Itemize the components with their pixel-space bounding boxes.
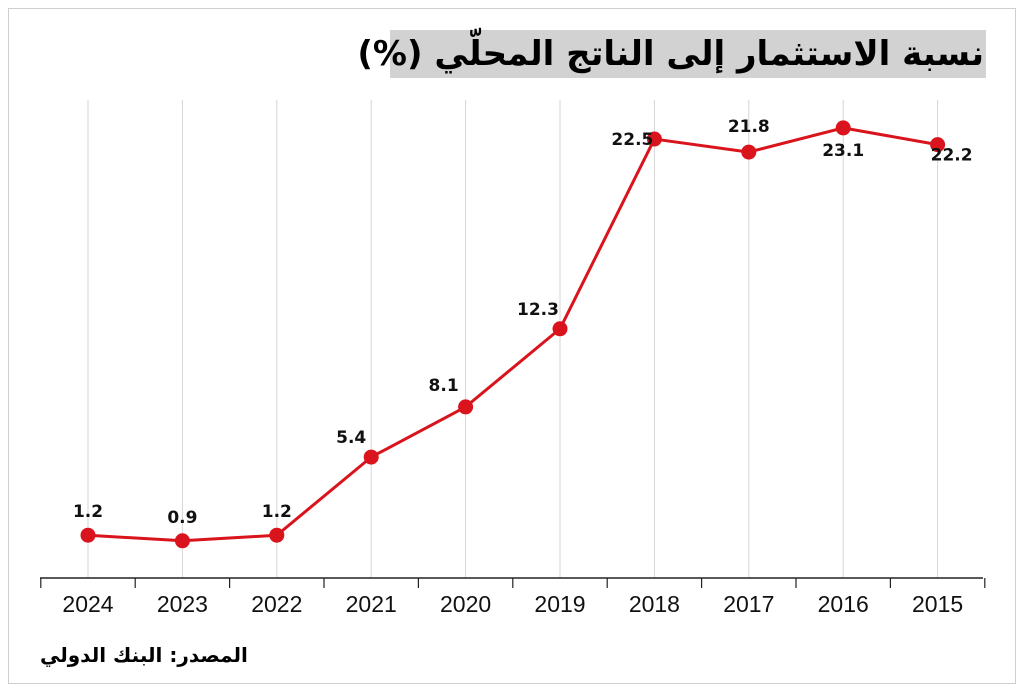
x-tick-label: 2022 bbox=[251, 591, 302, 617]
x-tick-label: 2023 bbox=[157, 591, 208, 617]
chart-title: نسبة الاستثمار إلى الناتج المحلّي (%) bbox=[357, 34, 984, 74]
data-label: 22.2 bbox=[931, 146, 973, 166]
source-note: المصدر: البنك الدولي bbox=[40, 643, 248, 667]
data-label: 8.1 bbox=[429, 376, 459, 396]
x-tick-label: 2024 bbox=[62, 591, 113, 617]
data-point bbox=[269, 527, 285, 543]
data-point bbox=[835, 120, 851, 136]
data-label: 23.1 bbox=[822, 141, 864, 161]
x-tick-label: 2019 bbox=[534, 591, 585, 617]
x-tick-label: 2020 bbox=[440, 591, 491, 617]
data-point bbox=[930, 137, 946, 153]
data-point bbox=[80, 527, 96, 543]
data-label: 1.2 bbox=[73, 502, 103, 522]
series-line bbox=[87, 126, 938, 543]
data-point bbox=[363, 449, 379, 465]
data-point bbox=[552, 321, 568, 337]
data-point bbox=[741, 144, 757, 160]
data-label: 12.3 bbox=[517, 300, 559, 320]
x-tick-label: 2017 bbox=[723, 591, 774, 617]
data-label: 22.5 bbox=[611, 130, 653, 150]
data-point bbox=[458, 399, 474, 415]
data-point bbox=[646, 131, 662, 147]
x-tick-label: 2015 bbox=[912, 591, 963, 617]
chart-frame bbox=[8, 8, 1016, 684]
data-label: 5.4 bbox=[336, 428, 366, 448]
data-label: 21.8 bbox=[728, 117, 770, 137]
x-tick-label: 2016 bbox=[818, 591, 869, 617]
x-tick-label: 2018 bbox=[629, 591, 680, 617]
data-point bbox=[174, 533, 190, 549]
data-label: 0.9 bbox=[167, 508, 197, 528]
data-label: 1.2 bbox=[262, 502, 292, 522]
x-tick-label: 2021 bbox=[346, 591, 397, 617]
title-background bbox=[390, 30, 986, 78]
